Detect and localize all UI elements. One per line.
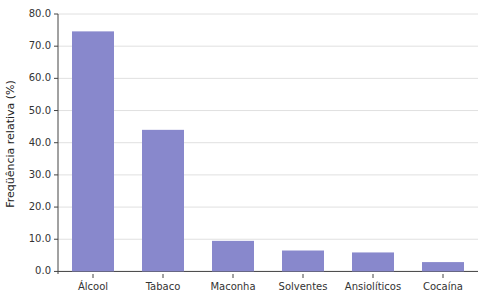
- grid-line: [58, 239, 478, 240]
- x-tick-label: Maconha: [210, 281, 255, 292]
- x-tick: [443, 274, 444, 278]
- grid-line: [58, 207, 478, 208]
- x-tick: [373, 274, 374, 278]
- grid-line: [58, 142, 478, 143]
- x-tick-label: Solventes: [279, 281, 328, 292]
- bar: [352, 252, 394, 271]
- x-tick: [93, 274, 94, 278]
- x-axis-line: [58, 271, 478, 272]
- y-axis-line: [58, 14, 59, 274]
- grid-line: [58, 14, 478, 15]
- y-tick-label: 50.0: [29, 105, 51, 116]
- x-tick-label: Ansiolíticos: [345, 281, 401, 292]
- grid: [58, 14, 478, 271]
- y-tick-label: 10.0: [29, 233, 51, 244]
- bar: [72, 31, 114, 271]
- chart: 0.0 10.0 20.0 30.0 40.0 50.0 60.0 70.0 80.0 Álcoo…: [0, 0, 490, 304]
- y-tick: [54, 142, 58, 143]
- y-tick-label: 30.0: [29, 169, 51, 180]
- y-tick: [54, 271, 58, 272]
- grid-line: [58, 78, 478, 79]
- y-tick-label: 20.0: [29, 201, 51, 212]
- grid-line: [58, 46, 478, 47]
- axes: 0.0 10.0 20.0 30.0 40.0 50.0 60.0 70.0 80.0 Álcoo…: [29, 8, 478, 292]
- y-tick-label: 60.0: [29, 72, 51, 83]
- y-tick: [54, 207, 58, 208]
- y-tick-label: 80.0: [29, 8, 51, 19]
- y-tick-label: 70.0: [29, 40, 51, 51]
- grid-line: [58, 271, 478, 272]
- x-tick: [233, 274, 234, 278]
- y-tick: [54, 110, 58, 111]
- grid-line: [58, 110, 478, 111]
- y-tick: [54, 14, 58, 15]
- y-tick-label: 0.0: [35, 265, 51, 276]
- bar: [212, 241, 254, 272]
- bar: [422, 262, 464, 271]
- y-tick: [54, 78, 58, 79]
- y-tick: [54, 174, 58, 175]
- bars: [72, 31, 464, 271]
- y-tick: [54, 239, 58, 240]
- bar: [142, 130, 184, 272]
- y-axis-label: Freqüência relativa (%): [4, 80, 17, 208]
- grid-line: [58, 174, 478, 175]
- y-tick: [54, 46, 58, 47]
- x-tick-label: Tabaco: [145, 281, 181, 292]
- x-tick: [303, 274, 304, 278]
- bar: [282, 251, 324, 272]
- x-tick-label: Álcool: [78, 280, 108, 292]
- x-tick-label: Cocaína: [423, 281, 463, 292]
- x-tick: [163, 274, 164, 278]
- y-tick-label: 40.0: [29, 137, 51, 148]
